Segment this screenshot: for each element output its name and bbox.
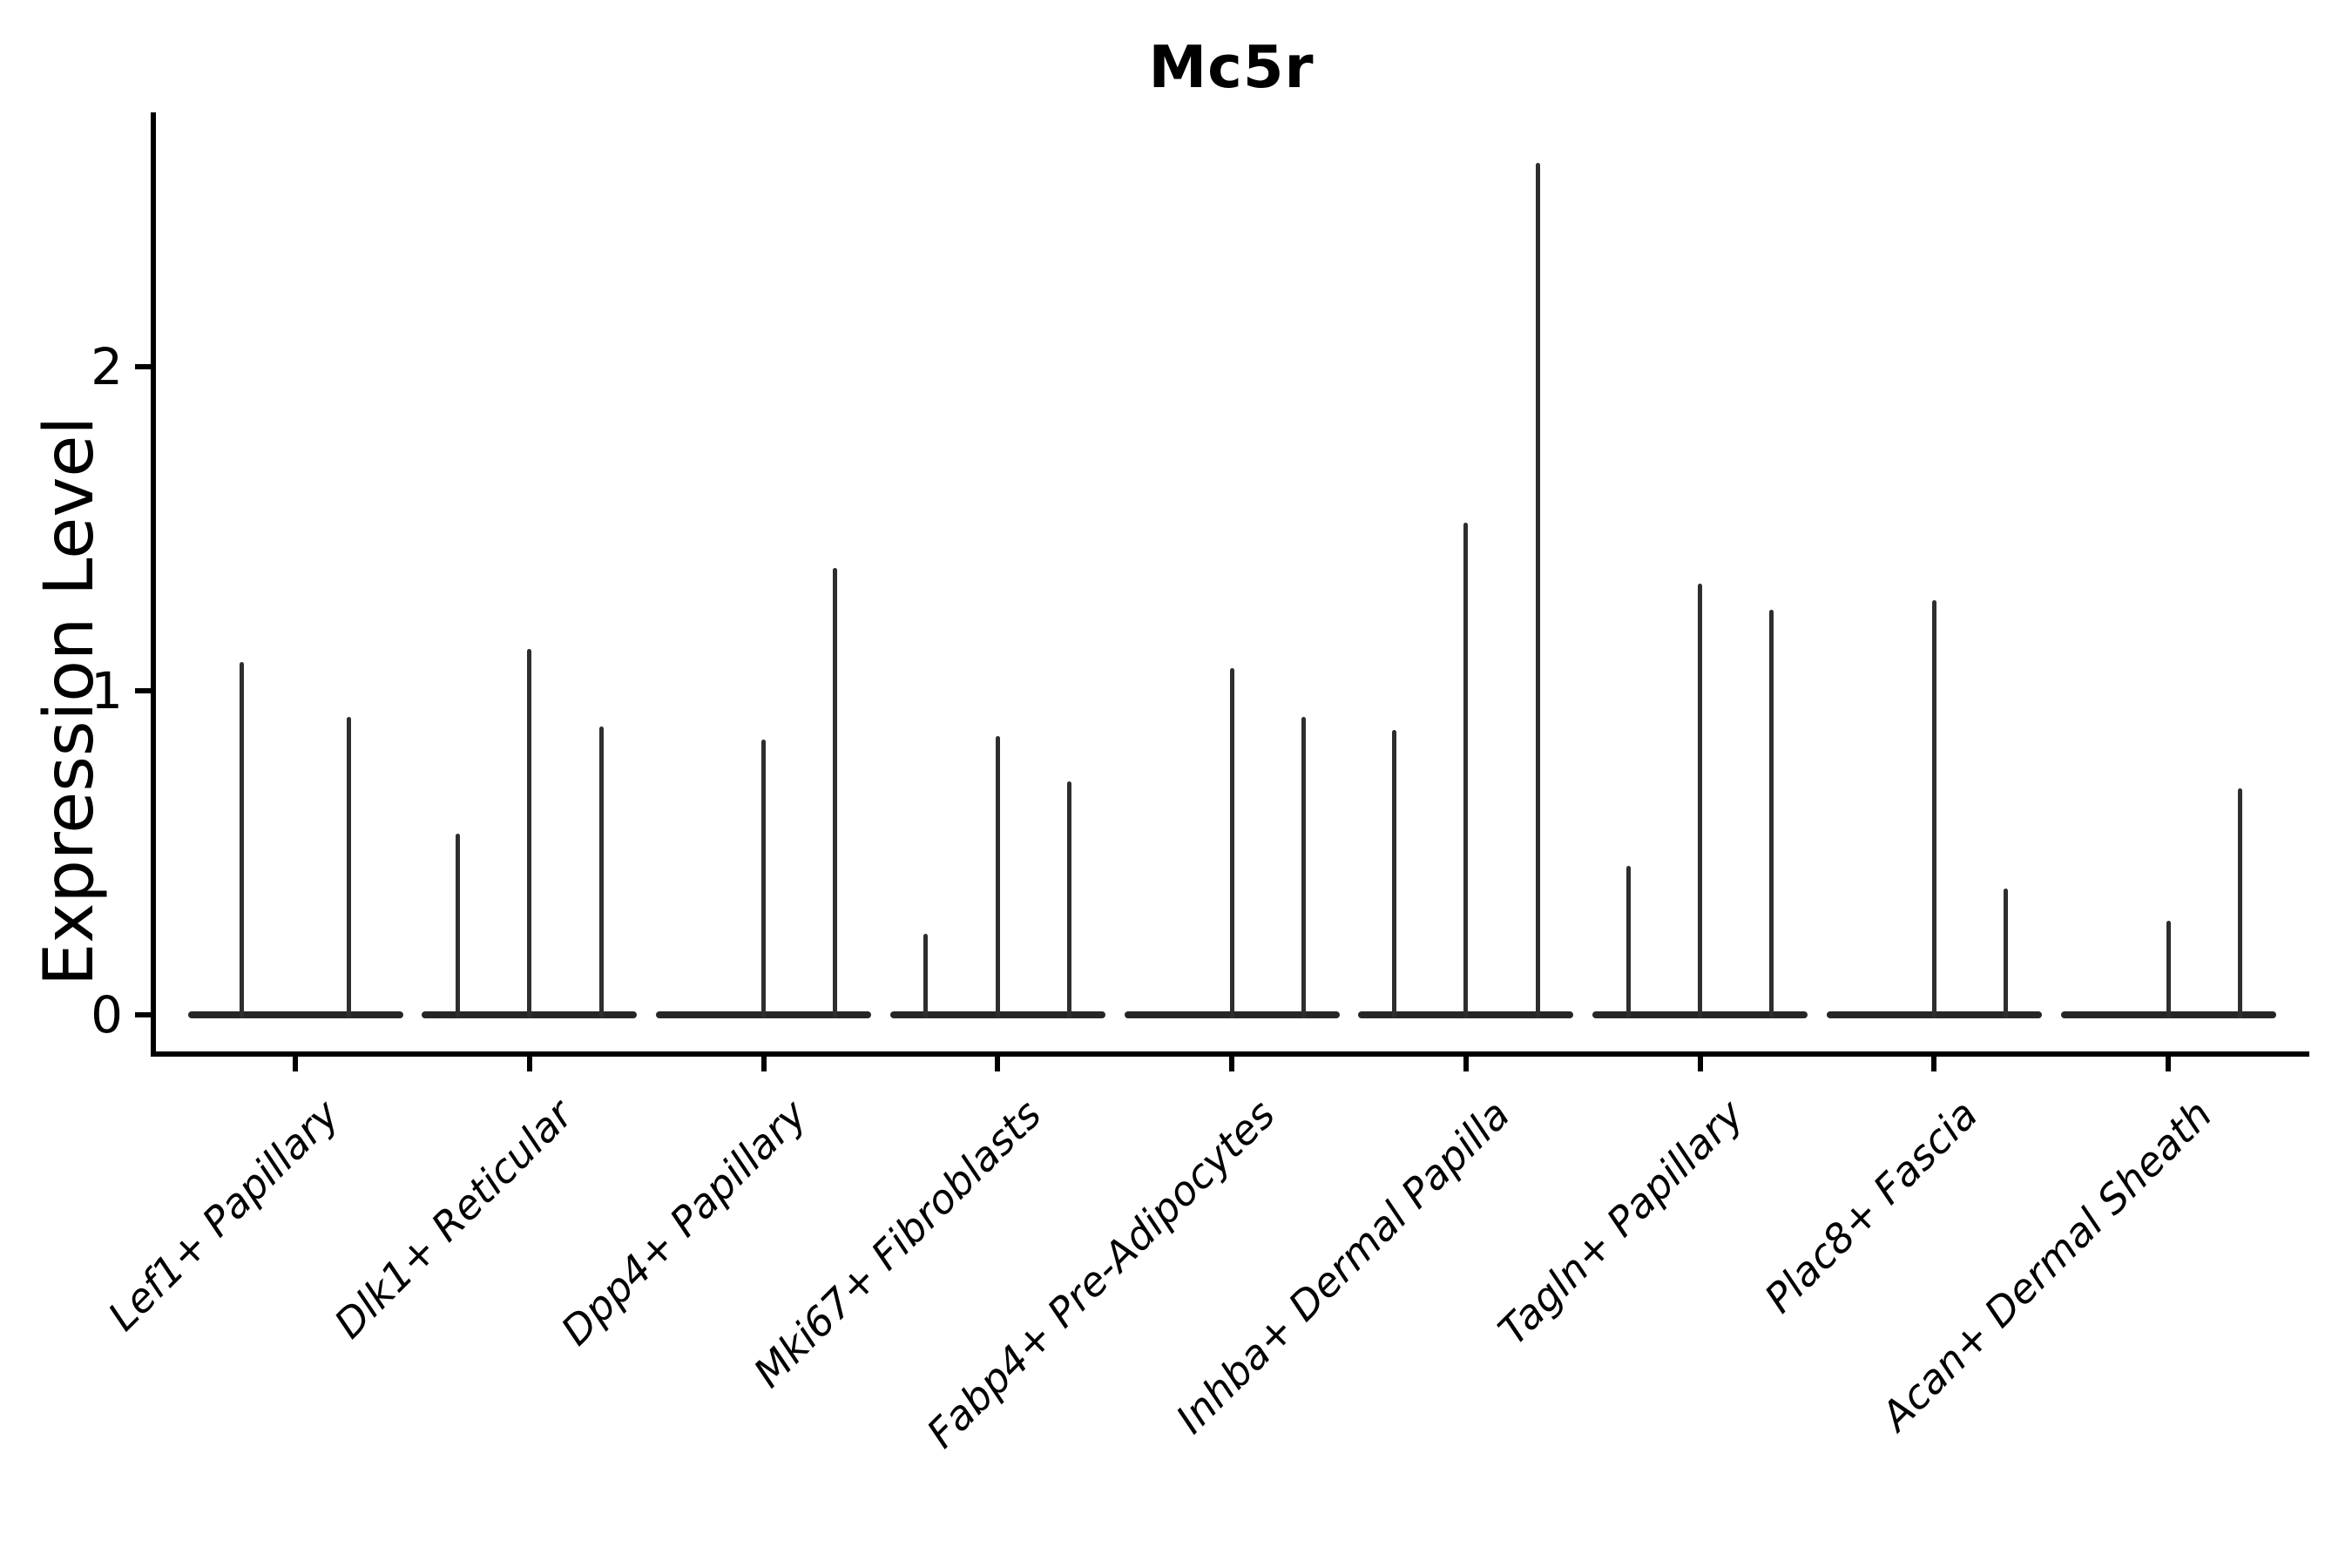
- y-tick-mark: [135, 688, 151, 693]
- violin-spike: [2004, 888, 2009, 1018]
- x-axis-spine: [151, 1051, 2309, 1057]
- violin-spike: [2166, 921, 2171, 1018]
- violin-spike: [598, 726, 604, 1018]
- violin-spike: [455, 833, 460, 1018]
- x-tick-mark: [1931, 1057, 1937, 1071]
- x-tick-mark: [995, 1057, 1001, 1071]
- violin-spike: [1931, 599, 1936, 1018]
- violin-spike: [995, 736, 1000, 1018]
- x-tick-mark: [1229, 1057, 1234, 1071]
- y-tick-mark: [135, 1012, 151, 1017]
- violin-spike: [923, 934, 929, 1018]
- violin-spike: [1463, 522, 1469, 1018]
- x-tick-mark: [1697, 1057, 1703, 1071]
- violin-spike: [1391, 729, 1396, 1018]
- violin-spike: [527, 648, 532, 1018]
- violin-spike: [1229, 667, 1234, 1018]
- violin-spike: [1698, 584, 1702, 1018]
- x-tick-label: Dpp4+ Papillary: [552, 1091, 816, 1355]
- violin-spike: [1769, 610, 1774, 1018]
- y-axis-spine: [151, 112, 156, 1057]
- x-tick-label: Dlk1+ Reticular: [325, 1091, 582, 1348]
- y-tick-label: 2: [91, 337, 123, 396]
- y-tick-label: 0: [91, 985, 123, 1044]
- violin-spike: [2237, 787, 2242, 1018]
- y-tick-label: 1: [91, 661, 123, 720]
- x-tick-mark: [293, 1057, 298, 1071]
- x-tick-mark: [760, 1057, 767, 1071]
- x-tick-label: Tagln+ Papillary: [1489, 1091, 1753, 1355]
- violin-spike: [1625, 865, 1631, 1018]
- x-tick-mark: [526, 1057, 532, 1071]
- x-tick-label: Plac8+ Fascia: [1755, 1091, 1987, 1322]
- y-tick-mark: [135, 364, 151, 369]
- violin-spike: [1535, 162, 1540, 1018]
- x-tick-label: Lef1+ Papillary: [98, 1091, 348, 1340]
- plot-title: Mc5r: [1148, 33, 1315, 101]
- violin-baseline: [187, 1011, 403, 1018]
- violin-spike: [761, 739, 766, 1018]
- violin-spike: [1301, 716, 1306, 1018]
- violin-spike: [239, 661, 244, 1018]
- violin-spike: [833, 567, 838, 1018]
- violin-spike: [347, 716, 352, 1018]
- violin-spike: [1067, 781, 1072, 1018]
- x-tick-mark: [1463, 1057, 1469, 1071]
- x-tick-mark: [2166, 1057, 2171, 1071]
